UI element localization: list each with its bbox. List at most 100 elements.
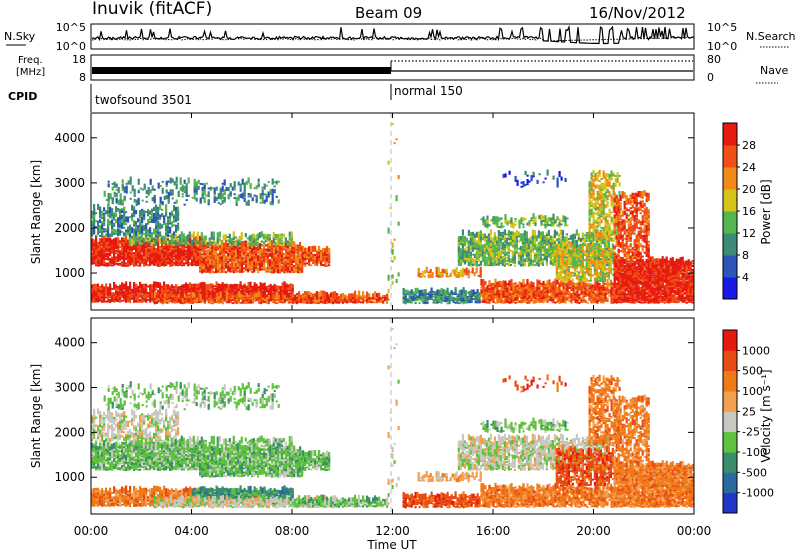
power-cell (558, 225, 561, 228)
power-cell (107, 204, 110, 211)
power-cell (562, 286, 565, 289)
power-cell (208, 239, 211, 242)
power-cell (497, 263, 500, 266)
power-cell (275, 292, 278, 299)
power-cell (269, 260, 272, 263)
power-cell (179, 255, 182, 258)
power-cell (245, 240, 248, 247)
power-cell (117, 262, 120, 265)
power-cell (203, 282, 206, 289)
power-cell (121, 294, 124, 297)
power-cell (109, 286, 112, 289)
power-cell (97, 257, 100, 260)
power-cell (549, 235, 552, 238)
power-cell (189, 282, 192, 289)
power-cell (239, 265, 242, 270)
power-cell (480, 292, 483, 297)
power-cell (308, 246, 311, 253)
power-cell (115, 192, 118, 197)
power-cell (506, 293, 509, 298)
power-cell (221, 255, 224, 260)
power-cell (487, 247, 490, 252)
power-cell (310, 297, 313, 304)
power-cell (161, 285, 164, 288)
freq-tick-bottom: 8 (79, 71, 86, 84)
power-cell (539, 248, 542, 253)
power-cell (507, 247, 510, 252)
power-cell (249, 249, 252, 252)
power-cell (550, 287, 553, 292)
power-cell (482, 216, 485, 223)
power-cell (541, 253, 544, 256)
power-cell (268, 235, 271, 238)
power-cell (161, 245, 164, 248)
power-cell (518, 283, 521, 286)
power-cell (419, 273, 422, 275)
power-cell (195, 298, 198, 300)
power-cell (101, 285, 104, 288)
power-cell (506, 291, 509, 296)
power-cell (536, 291, 539, 294)
power-cell (562, 300, 565, 303)
power-cell (123, 206, 126, 211)
power-cell (231, 302, 234, 305)
power-cell (431, 271, 434, 278)
power-cell (519, 250, 522, 255)
power-cell (530, 295, 533, 302)
power-cell (151, 299, 154, 302)
power-cell (115, 230, 118, 235)
power-cell (173, 292, 176, 297)
power-cell (257, 266, 260, 271)
power-cell (203, 288, 206, 293)
power-cell (111, 245, 114, 250)
power-cell (267, 250, 270, 253)
power-cell (505, 246, 508, 249)
power-cell (161, 298, 164, 300)
power-cell (263, 291, 266, 298)
power-cell (161, 245, 164, 250)
power-cell (191, 196, 194, 199)
power-cell (185, 258, 188, 263)
power-cell (127, 286, 130, 289)
power-cell (259, 256, 262, 259)
power-cell (497, 239, 500, 244)
power-cell (575, 229, 578, 236)
power-cell (201, 293, 204, 298)
power-cell (93, 250, 96, 255)
power-cell (503, 253, 506, 258)
power-cell (215, 268, 218, 271)
power-cell (171, 255, 174, 258)
power-cell (239, 245, 242, 248)
power-cell (205, 251, 208, 254)
power-cell (203, 196, 206, 203)
power-cell (539, 231, 542, 236)
power-cell (484, 292, 487, 295)
power-cell (441, 273, 444, 278)
power-cell (463, 248, 466, 251)
power-cell (233, 197, 236, 199)
power-cell (523, 258, 526, 261)
power-cell (177, 206, 180, 211)
power-cell (505, 259, 508, 262)
power-cell (537, 260, 540, 263)
power-cell (195, 197, 198, 202)
power-cell (327, 294, 330, 299)
power-cell (101, 223, 104, 230)
power-cell (289, 289, 292, 292)
power-cell (467, 260, 470, 267)
power-cell (524, 288, 527, 291)
power-cell (539, 253, 542, 258)
power-cell (295, 248, 298, 255)
power-cell (489, 229, 492, 236)
power-cell (299, 242, 302, 247)
power-cell (328, 252, 331, 257)
power-cell (536, 297, 539, 300)
power-cell (427, 271, 430, 274)
power-cell (275, 259, 278, 264)
power-cell (545, 253, 548, 256)
power-cell (135, 255, 138, 258)
power-cell (121, 179, 124, 184)
power-cell (238, 235, 241, 240)
power-cell (253, 194, 256, 197)
power-cell (265, 267, 268, 272)
